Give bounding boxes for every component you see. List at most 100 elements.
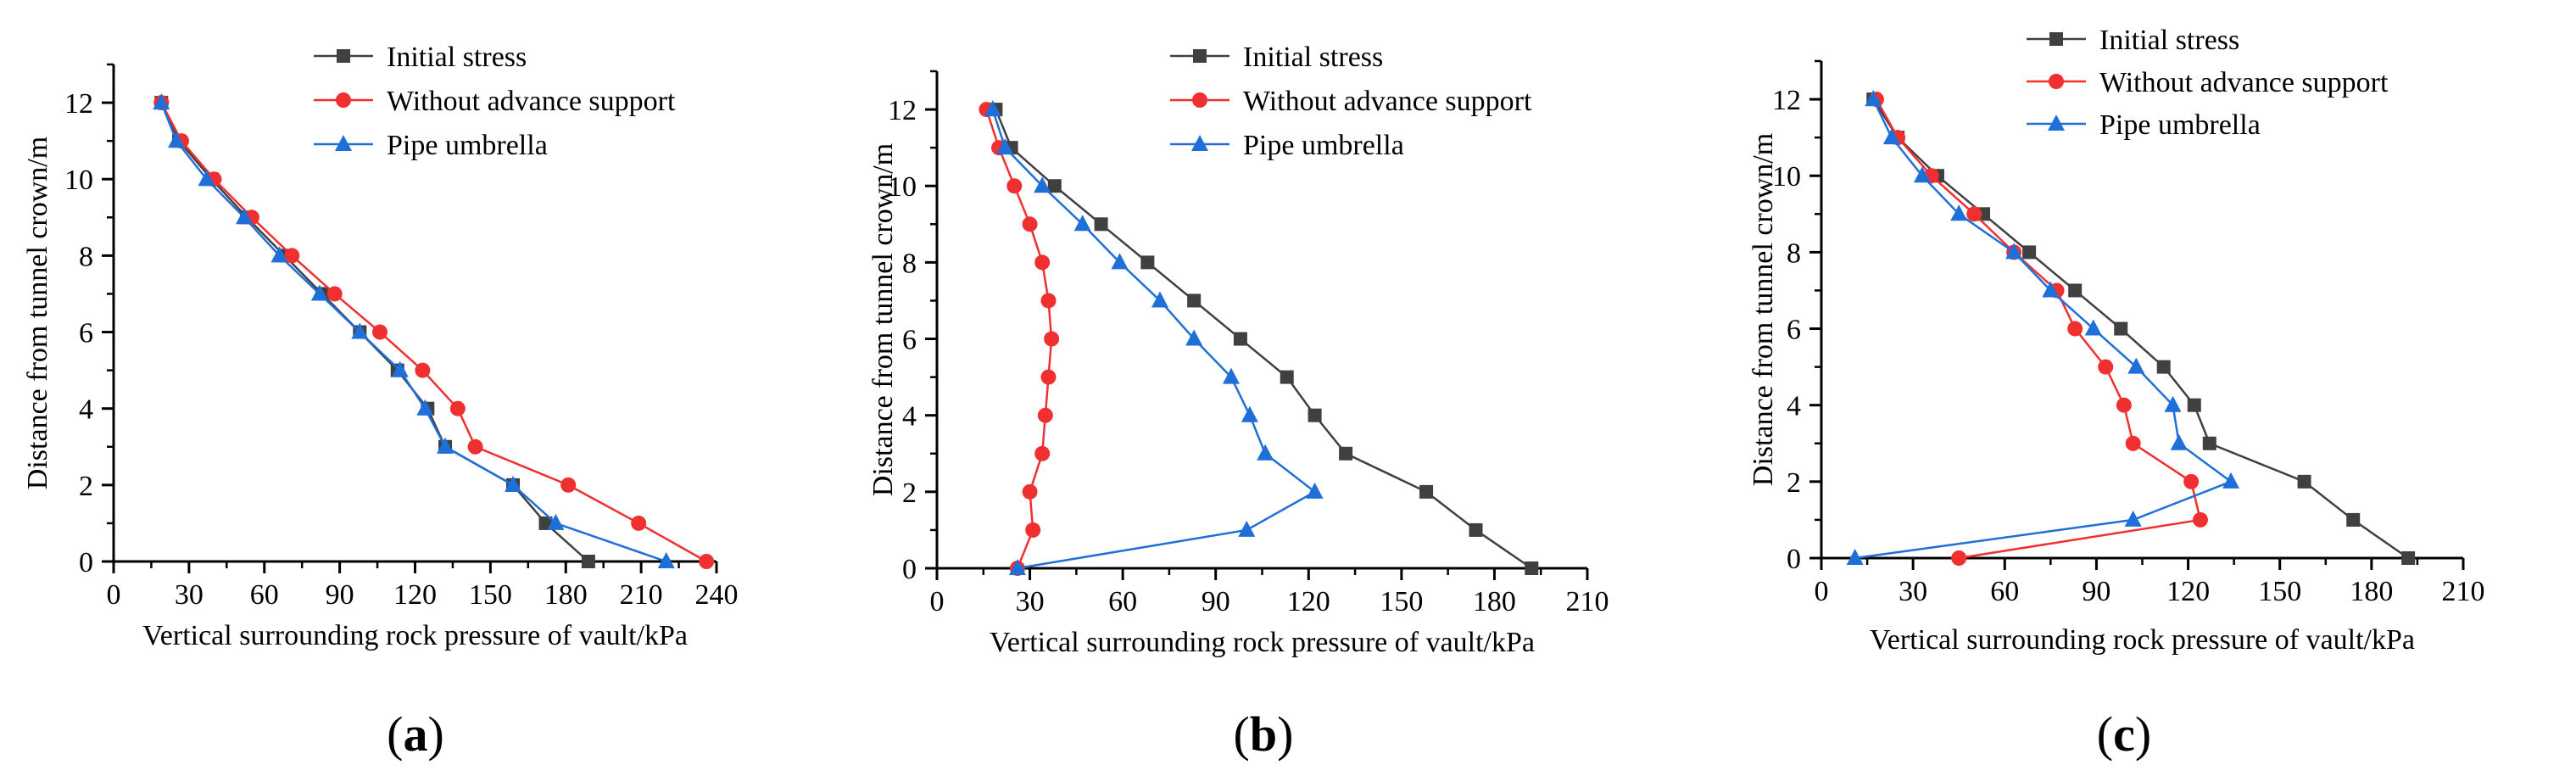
- legend-entry: Without advance support: [1243, 86, 1532, 117]
- y-tick-label: 0: [79, 547, 93, 578]
- data-point-circle: [326, 286, 343, 302]
- x-tick-label: 150: [469, 579, 512, 611]
- legend: Initial stress Without advance support Pip…: [2027, 25, 2389, 141]
- caption-paren-open: (: [1234, 707, 1250, 762]
- series-line: [160, 102, 707, 563]
- panel-caption: (b): [1234, 707, 1294, 762]
- data-point-triangle: [1008, 559, 1026, 575]
- y-tick-label: 10: [888, 171, 917, 203]
- y-tick-label: 8: [1787, 237, 1801, 269]
- data-point-triangle: [1306, 482, 1324, 499]
- legend: Initial stress Without advance support Pip…: [314, 42, 676, 161]
- data-point-circle: [1040, 369, 1057, 385]
- y-axis-label: Distance from tunnel crown/m: [867, 143, 899, 496]
- data-point-triangle: [1257, 444, 1274, 461]
- series-line: [991, 109, 1316, 570]
- data-point-triangle: [657, 552, 675, 568]
- x-tick-label: 90: [1202, 586, 1230, 617]
- panel-caption: (a): [387, 707, 444, 762]
- data-point-triangle: [1111, 253, 1129, 270]
- data-point-square: [2068, 283, 2083, 298]
- legend-marker-circle: [2049, 74, 2064, 89]
- legend-marker-square: [2049, 32, 2063, 46]
- data-point-circle: [2116, 397, 2132, 413]
- y-tick-label: 4: [79, 394, 93, 426]
- x-tick-label: 240: [695, 579, 739, 611]
- data-point-circle: [699, 554, 715, 569]
- y-tick-label: 12: [64, 88, 93, 120]
- series-without_advance_support: [153, 95, 715, 569]
- series-line: [995, 109, 1532, 570]
- data-point-circle: [1022, 483, 1038, 500]
- data-point-triangle: [2127, 357, 2145, 374]
- data-point-square: [581, 555, 595, 568]
- data-point-circle: [1044, 331, 1060, 347]
- y-axis-label: Distance from tunnel crown/m: [1748, 133, 1779, 486]
- data-point-circle: [1037, 407, 1053, 423]
- series-line: [1875, 98, 2202, 560]
- data-point-square: [2156, 360, 2171, 374]
- data-point-triangle: [1913, 166, 1931, 183]
- series-line: [160, 102, 667, 563]
- panel-caption: (c): [2097, 707, 2151, 762]
- legend-marker-triangle: [335, 135, 352, 151]
- data-point-triangle: [416, 399, 434, 416]
- data-point-triangle: [310, 284, 328, 301]
- y-tick-label: 4: [902, 401, 917, 433]
- x-tick-label: 210: [620, 579, 663, 611]
- data-point-square: [1187, 293, 1202, 308]
- data-point-circle: [2192, 511, 2208, 528]
- data-point-triangle: [1151, 291, 1168, 308]
- data-point-circle: [1951, 550, 1967, 566]
- data-point-circle: [2098, 359, 2114, 375]
- data-point-circle: [1034, 445, 1051, 461]
- data-point-circle: [284, 248, 300, 264]
- y-tick-label: 0: [1787, 544, 1801, 575]
- data-point-circle: [1022, 216, 1038, 232]
- series-line: [1854, 98, 2233, 560]
- y-tick-label: 6: [1787, 315, 1801, 346]
- data-point-triangle: [270, 246, 288, 263]
- data-point-square: [2187, 398, 2201, 412]
- x-tick-label: 120: [2166, 576, 2210, 607]
- data-point-circle: [1006, 178, 1023, 194]
- legend-entry: Initial stress: [387, 42, 527, 73]
- x-tick-label: 60: [1108, 586, 1137, 617]
- data-point-triangle: [2042, 281, 2060, 298]
- data-point-circle: [2183, 473, 2200, 489]
- series-line: [1872, 98, 2409, 560]
- data-point-triangle: [1238, 520, 1256, 537]
- data-point-triangle: [2222, 472, 2240, 489]
- data-point-circle: [449, 400, 466, 416]
- caption-letter: a: [404, 707, 428, 762]
- y-tick-label: 8: [902, 248, 917, 279]
- data-point-square: [1525, 561, 1539, 575]
- x-tick-label: 210: [1566, 586, 1609, 617]
- x-tick-label: 30: [1016, 586, 1045, 617]
- data-point-triangle: [996, 138, 1014, 155]
- y-tick-label: 10: [1772, 161, 1801, 193]
- series-without_advance_support: [979, 102, 1060, 576]
- x-tick-label: 90: [326, 579, 354, 611]
- data-point-triangle: [236, 208, 254, 225]
- x-axis-label: Vertical surrounding rock pressure of va…: [1870, 624, 2415, 656]
- data-point-triangle: [1865, 90, 1882, 107]
- x-tick-label: 0: [1815, 576, 1829, 607]
- x-tick-label: 30: [1899, 576, 1927, 607]
- y-tick-label: 6: [902, 325, 917, 356]
- x-tick-label: 90: [2082, 576, 2110, 607]
- x-tick-label: 60: [1990, 576, 2019, 607]
- x-tick-label: 210: [2442, 576, 2485, 607]
- data-point-triangle: [2164, 395, 2182, 412]
- series-initial_stress: [1866, 92, 2416, 565]
- chart-panel-b: 0 30 60 90 120 150 180 210 0 2 4 6 8 10 12 Vertical sur…: [867, 42, 1609, 762]
- legend-marker-triangle: [1191, 135, 1208, 151]
- data-point-square: [2346, 512, 2361, 527]
- data-point-circle: [1025, 522, 1041, 538]
- data-point-square: [1233, 332, 1247, 346]
- data-point-triangle: [1034, 176, 1051, 193]
- caption-paren-close: ): [428, 707, 444, 762]
- caption-paren-close: ): [2135, 707, 2151, 762]
- data-point-triangle: [391, 360, 409, 377]
- data-point-triangle: [1882, 128, 1900, 145]
